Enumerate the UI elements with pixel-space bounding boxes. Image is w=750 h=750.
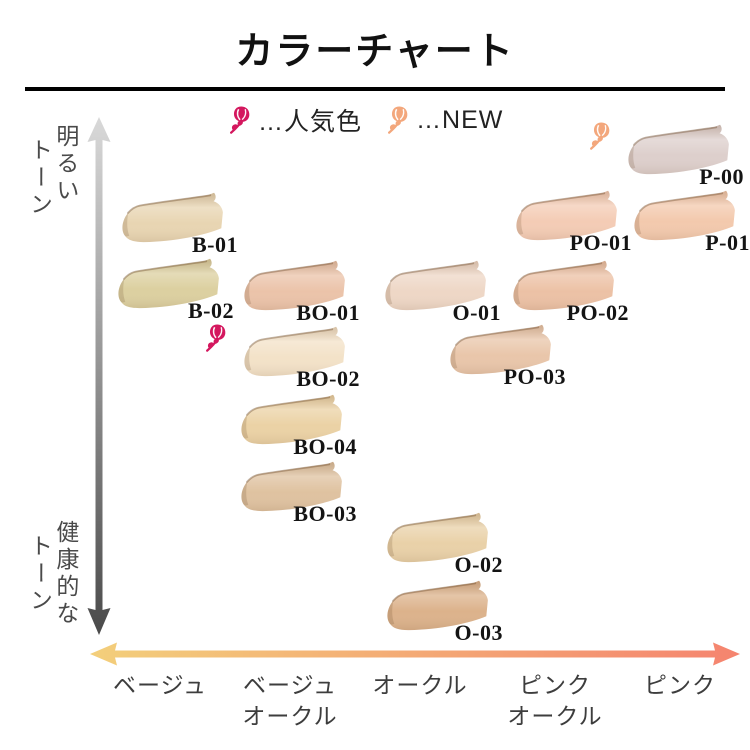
foundation-swatch [122,192,223,243]
shade-code-label: B-02 [188,298,234,323]
title-divider [25,87,725,91]
y-axis-bottom-label-main: 健康的な [52,520,79,628]
foundation-swatch [450,324,551,375]
foundation-swatch [241,394,342,445]
shade-o-01: O-01 [377,260,500,346]
legend-label-new: …NEW [416,105,504,134]
shade-bo-01: BO-01 [236,260,360,346]
foundation-swatch [118,258,219,309]
foundation-swatch [244,326,345,377]
shade-po-03: PO-03 [442,324,565,410]
shade-b-01: B-01 [114,192,238,278]
shade-code-label: P-00 [699,164,744,189]
shade-bo-04: BO-04 [233,394,357,480]
shade-p-01: P-01 [626,190,750,276]
shade-o-02: O-02 [379,512,502,598]
chart-legend: …人気色 …NEW [226,102,503,138]
shade-p-00: P-00 [590,122,744,210]
shade-code-label: O-02 [454,552,503,577]
new-rose-icon [384,105,414,135]
y-axis-top-label-sub: トーン [26,138,53,219]
x-axis-label: ベージュ オークル [242,672,338,730]
y-axis-top-label: 明るい トーン [26,124,79,219]
page-title: カラーチャート [235,31,515,73]
foundation-swatch [634,190,735,241]
shade-code-label: BO-01 [296,300,360,325]
y-axis-top-label-main: 明るい [52,124,79,205]
x-axis-label: ベージュ [113,672,207,698]
shade-code-label: O-03 [454,620,503,645]
x-axis-label: オークル [372,672,468,698]
shade-po-02: PO-02 [505,260,628,346]
y-axis-bottom-label-sub: トーン [26,534,53,615]
popular-rose-icon [226,105,256,135]
foundation-swatch [241,461,342,512]
popular-rose-icon [202,323,232,353]
foundation-swatch [387,512,488,563]
shade-bo-03: BO-03 [233,461,357,547]
shade-code-label: BO-03 [293,501,357,526]
foundation-swatch [387,580,488,631]
legend-item-popular: …人気色 [226,102,362,138]
shade-code-label: B-01 [192,232,238,257]
shade-b-02: B-02 [110,258,234,344]
shade-bo-02: BO-02 [206,324,360,412]
shade-code-label: PO-01 [569,230,632,255]
y-axis-bottom-label: 健康的な トーン [26,520,79,628]
shade-code-label: O-01 [452,300,501,325]
shade-code-label: BO-04 [293,434,357,459]
x-axis-label: ピンク オークル [507,672,603,730]
foundation-swatch [385,260,486,311]
new-rose-icon [586,121,616,151]
legend-item-new: …NEW [384,105,503,135]
horizontal-axis-arrow [90,642,740,666]
foundation-swatch [244,260,345,311]
shade-code-label: PO-02 [566,300,629,325]
x-axis-label: ピンク [644,672,716,698]
shade-o-03: O-03 [379,580,502,666]
foundation-swatch [513,260,614,311]
shade-code-label: PO-03 [503,364,566,389]
foundation-swatch [628,124,729,175]
shade-code-label: P-01 [705,230,750,255]
shade-code-label: BO-02 [296,366,360,391]
shade-po-01: PO-01 [508,190,631,276]
legend-label-popular: …人気色 [258,108,363,136]
vertical-axis-arrow [87,117,111,635]
foundation-swatch [516,190,617,241]
